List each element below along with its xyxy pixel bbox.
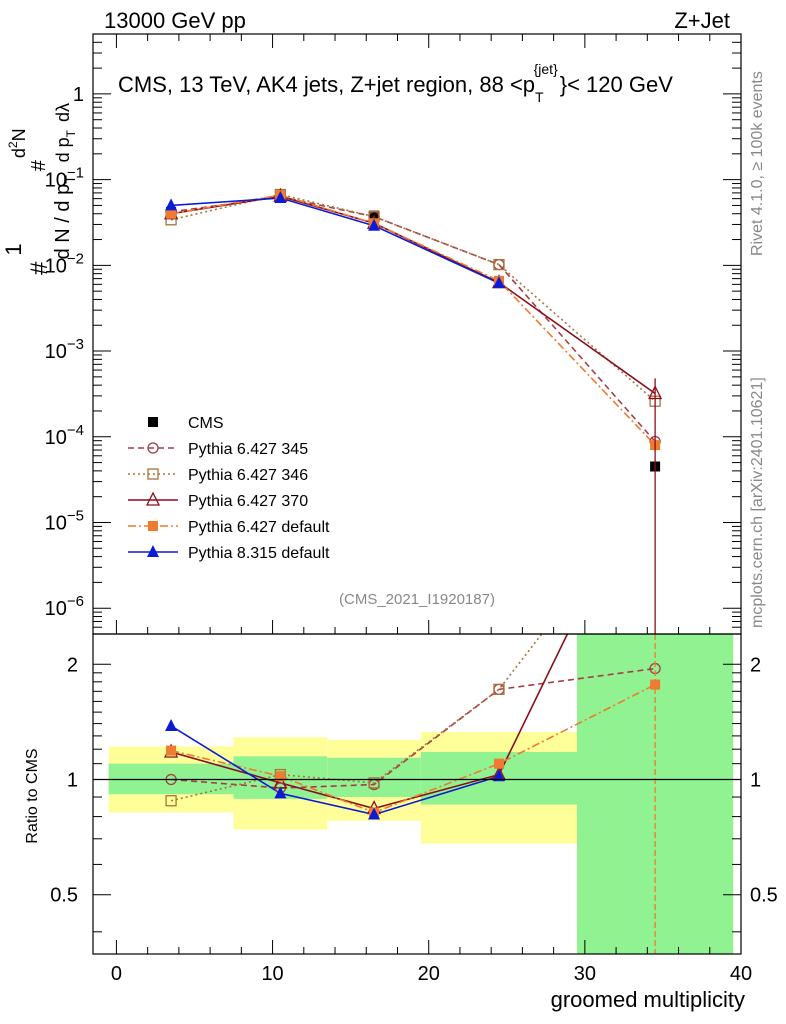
x-tick-label-0: 0 [111,963,122,985]
y-tick-label-6: 1 [73,84,84,106]
legend-label-p8: Pythia 8.315 default [188,545,330,562]
p8-point-0 [165,198,178,211]
ratio-tick-label-left-1: 1 [67,770,78,792]
legend-label-p345: Pythia 6.427 345 [188,441,308,458]
series-markers [164,187,663,954]
ratio-tick-label-right-2: 2 [750,654,761,676]
x-tick-label-30: 30 [574,963,596,985]
p6def-line [170,194,656,446]
axis-ticks: 0 10 20 30 40 10−6 10−5 10−4 10−3 10−2 10−1 1 0.5 0.5… [45,33,778,985]
ratio-tick-label-right-1: 1 [750,770,761,792]
p6def-ratio-point-1 [275,771,286,782]
p8-ratio-line [170,725,500,816]
p8-ratio-point-2 [368,807,381,820]
p346-ratio-point-3 [493,683,505,696]
legend-label-p370: Pythia 6.427 370 [188,493,308,510]
rivet-label: Rivet 4.1.0, ≥ 100k events [749,71,766,256]
y-tick-label-3: 10−3 [45,336,84,363]
y-axis-label-text: #1 d N / d pT#d2Nd pTdλ [1,103,78,275]
p345-line [170,196,656,443]
p8-ratio-point-1 [274,786,287,799]
p8-ratio-point-0 [165,718,178,731]
ratio-tick-label-right-0: 0.5 [750,885,778,907]
ratio-tick-label-left-0: 0.5 [50,885,78,907]
y-tick-label-2: 10−4 [45,422,84,449]
p346-ratio-point-2 [368,777,380,789]
y-tick-label-5: 10−1 [45,165,84,192]
x-tick-label-20: 20 [418,963,440,985]
header-right: Z+Jet [674,8,730,33]
legend-label-cms: CMS [188,415,224,432]
p6def-point-0 [166,208,177,219]
main-lines-clip [170,193,656,446]
p346-ratio-point-0 [165,795,177,807]
mcplots-label: mcplots.cern.ch [arXiv:2401.10621] [749,377,766,628]
p8-point-2 [368,218,381,231]
p346-line [170,193,656,402]
series-lines [170,193,656,816]
p6def-ratio-point-3 [493,758,504,769]
header-left: 13000 GeV pp [104,8,246,33]
ratio-frame [92,633,742,955]
legend-label-p6def: Pythia 6.427 default [188,519,330,536]
p346-point-3 [493,258,505,271]
y-tick-label-0: 10−6 [45,593,84,620]
legend-marker-p370 [145,491,161,506]
p345-ratio-line [171,667,656,789]
axes-frame [92,33,742,955]
x-axis-label: groomed multiplicity [551,987,745,1012]
ratio-tick-label-left-2: 2 [67,654,78,676]
main-frame [92,33,742,635]
ratio-y-label: Ratio to CMS [24,748,41,843]
chart-title: CMS, 13 TeV, AK4 jets, Z+jet region, 88 … [118,61,673,105]
p8-line [171,197,500,284]
p6def-ratio-point-0 [166,745,177,756]
analysis-id: (CMS_2021_I1920187) [339,591,495,608]
legend: CMS Pythia 6.427 345 Pythia 6.427 346 Pythi… [128,415,330,562]
p346-ratio-line [170,634,543,802]
p370-line [170,195,656,395]
legend-marker-cms [148,417,158,427]
p345-point-3 [493,258,505,271]
legend-marker-p8 [147,545,159,557]
legend-marker-p346 [147,468,159,480]
x-tick-label-10: 10 [261,963,283,985]
p8-point-3 [492,276,505,289]
y-tick-label-4: 10−2 [45,250,84,277]
legend-label-p346: Pythia 6.427 346 [188,467,308,484]
y-axis-label: #1 d N / d pT#d2Nd pTdλ [1,103,78,275]
legend-marker-p6def [148,521,158,531]
legend-marker-p345 [147,442,159,454]
y-tick-label-1: 10−5 [45,507,84,534]
p8-point-1 [274,191,287,204]
x-tick-label-40: 40 [730,963,752,985]
p8-ratio-point-3 [492,769,505,782]
